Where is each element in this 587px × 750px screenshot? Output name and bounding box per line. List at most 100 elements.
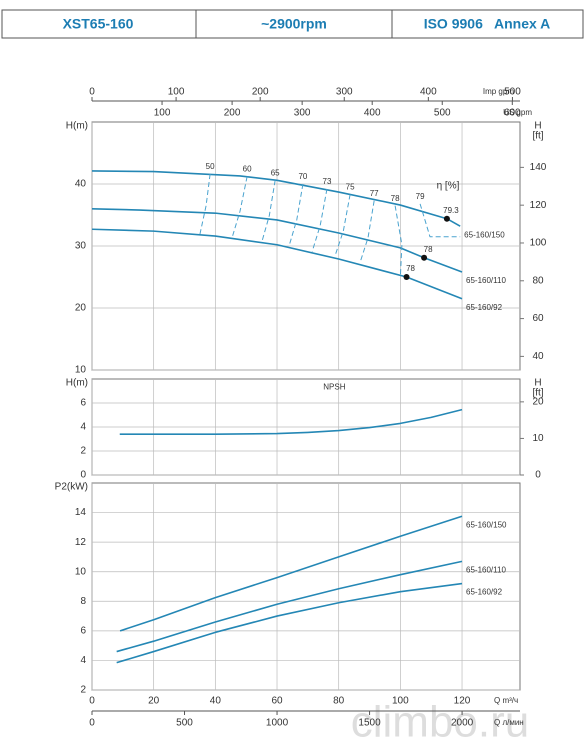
top-axis-tick-label: 400 bbox=[364, 108, 381, 119]
y2-tick-label: 40 bbox=[532, 351, 544, 362]
curve-label: 65-160/92 bbox=[466, 588, 503, 597]
y-tick-label: 12 bbox=[75, 537, 87, 548]
curve bbox=[119, 408, 463, 435]
curve-label: 65-160/110 bbox=[466, 565, 506, 574]
speed: ~2900rpm bbox=[261, 16, 327, 32]
y-tick-label: 2 bbox=[80, 446, 86, 457]
efficiency-line bbox=[359, 200, 375, 263]
curve bbox=[116, 582, 463, 664]
y-tick-label: 0 bbox=[80, 470, 86, 481]
curve-label: 65-160/150 bbox=[466, 520, 507, 529]
efficiency-label: 70 bbox=[298, 172, 307, 181]
bottom-axis-label: Q л/мин bbox=[494, 718, 524, 727]
y-tick-label: 40 bbox=[75, 179, 87, 190]
y2-tick-label: 0 bbox=[535, 470, 541, 481]
y-tick-label: 4 bbox=[80, 422, 86, 433]
top-axis-tick-label: 300 bbox=[294, 108, 311, 119]
top-axis-tick-label: 100 bbox=[168, 87, 185, 98]
curve-label: 65-160/110 bbox=[466, 276, 506, 285]
y-tick-label: 6 bbox=[80, 625, 86, 636]
curve bbox=[91, 208, 463, 273]
y2-axis-label: H bbox=[534, 378, 541, 389]
efficiency-point-label: 78 bbox=[406, 264, 415, 273]
efficiency-label: 78 bbox=[391, 194, 400, 203]
top-axis-tick-label: 200 bbox=[224, 108, 241, 119]
efficiency-point-label: 79.3 bbox=[443, 206, 459, 215]
bottom-axis-tick-label: 2000 bbox=[451, 718, 474, 729]
y-tick-label: 10 bbox=[75, 365, 87, 376]
efficiency-line bbox=[199, 174, 211, 235]
efficiency-line bbox=[394, 205, 403, 278]
efficiency-label: 79 bbox=[416, 192, 425, 201]
y2-axis-label: [ft] bbox=[532, 388, 543, 399]
y2-tick-label: 10 bbox=[532, 433, 544, 444]
x-tick-label: 60 bbox=[271, 696, 283, 707]
y2-tick-label: 120 bbox=[530, 200, 547, 211]
top-axis-tick-label: 300 bbox=[336, 87, 353, 98]
top-axis-tick-label: 600 bbox=[504, 108, 521, 119]
bottom-axis-tick-label: 1500 bbox=[358, 718, 381, 729]
y2-tick-label: 100 bbox=[530, 238, 547, 249]
top-axis-tick-label: 0 bbox=[89, 87, 95, 98]
top-axis-tick-label: 500 bbox=[504, 87, 521, 98]
efficiency-line bbox=[334, 194, 351, 257]
top-axis-label: US gpm bbox=[503, 108, 532, 117]
header-box bbox=[1, 9, 584, 39]
x-tick-label: 80 bbox=[333, 696, 345, 707]
efficiency-point bbox=[421, 254, 428, 261]
efficiency-point-label: 78 bbox=[424, 245, 433, 254]
y-tick-label: 6 bbox=[80, 398, 86, 409]
efficiency-axis-label: η [%] bbox=[437, 181, 460, 192]
y2-tick-label: 80 bbox=[532, 275, 544, 286]
curve-label: 65-160/150 bbox=[464, 230, 505, 239]
x-tick-label: 20 bbox=[148, 696, 160, 707]
efficiency-line bbox=[231, 176, 248, 239]
y2-tick-label: 20 bbox=[532, 396, 544, 407]
curve bbox=[119, 515, 463, 632]
y2-tick-label: 140 bbox=[530, 162, 547, 173]
efficiency-line bbox=[288, 183, 304, 247]
standard: ISO 9906 Annex A bbox=[424, 16, 551, 32]
y-tick-label: 2 bbox=[80, 685, 86, 696]
x-tick-label: 40 bbox=[210, 696, 222, 707]
y-tick-label: 8 bbox=[80, 596, 86, 607]
bottom-axis-tick-label: 1000 bbox=[266, 718, 289, 729]
header: XST65-160 ~2900rpm ISO 9906 Annex A bbox=[1, 9, 584, 39]
x-tick-label: 100 bbox=[392, 696, 409, 707]
bottom-axis-tick-label: 500 bbox=[176, 718, 193, 729]
y-axis-label: H(m) bbox=[66, 378, 88, 389]
y-tick-label: 10 bbox=[75, 566, 87, 577]
y-axis-label: P2(kW) bbox=[55, 482, 88, 493]
y-tick-label: 4 bbox=[80, 655, 86, 666]
model: XST65-160 bbox=[63, 16, 134, 32]
x-axis-label: Q m³/ч bbox=[494, 696, 518, 705]
efficiency-line bbox=[261, 180, 276, 242]
y-axis-label: H(m) bbox=[66, 121, 88, 132]
top-axis-tick-label: 200 bbox=[252, 87, 269, 98]
efficiency-label: 50 bbox=[206, 162, 215, 171]
efficiency-label: 73 bbox=[323, 177, 332, 186]
x-tick-label: 0 bbox=[89, 696, 95, 707]
plot-area bbox=[91, 482, 521, 691]
efficiency-line bbox=[311, 188, 328, 252]
efficiency-label: 77 bbox=[370, 189, 379, 198]
bottom-axis-tick-label: 0 bbox=[89, 718, 95, 729]
curve bbox=[91, 170, 461, 227]
y-tick-label: 14 bbox=[75, 507, 87, 518]
x-tick-label: 120 bbox=[454, 696, 471, 707]
y-tick-label: 30 bbox=[75, 241, 87, 252]
top-axis-label: Imp gpm bbox=[483, 87, 514, 96]
y2-axis-label: H bbox=[534, 121, 541, 132]
efficiency-label: 60 bbox=[243, 165, 252, 174]
efficiency-label: 65 bbox=[271, 168, 280, 177]
top-axis-tick-label: 500 bbox=[434, 108, 451, 119]
efficiency-label: 75 bbox=[346, 183, 355, 192]
curve bbox=[116, 560, 463, 653]
y-tick-label: 20 bbox=[75, 303, 87, 314]
y2-axis-label: [ft] bbox=[532, 131, 543, 142]
y2-tick-label: 60 bbox=[532, 313, 544, 324]
top-axis-tick-label: 400 bbox=[420, 87, 437, 98]
efficiency-point bbox=[403, 274, 410, 280]
top-axis-tick-label: 100 bbox=[154, 108, 171, 119]
